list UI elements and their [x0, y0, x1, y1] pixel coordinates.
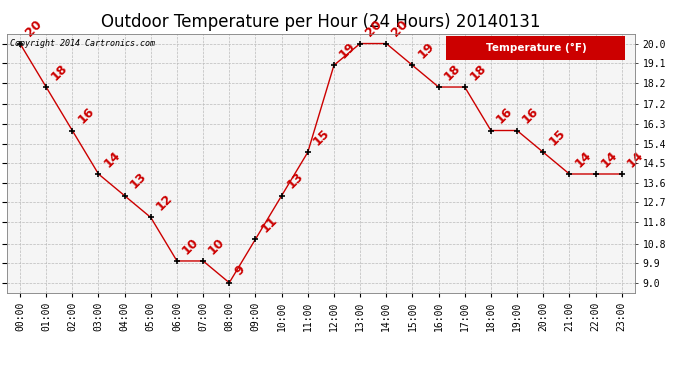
- Text: 19: 19: [415, 40, 437, 61]
- Text: 14: 14: [598, 148, 620, 170]
- Text: 12: 12: [154, 192, 175, 213]
- Text: 16: 16: [493, 105, 515, 126]
- Text: 20: 20: [363, 18, 384, 39]
- Text: 13: 13: [128, 170, 149, 192]
- Text: 14: 14: [624, 148, 646, 170]
- Text: 20: 20: [389, 18, 411, 39]
- Text: 11: 11: [258, 213, 279, 235]
- Text: Temperature (°F): Temperature (°F): [486, 43, 586, 53]
- Text: 15: 15: [310, 126, 332, 148]
- Text: 19: 19: [337, 40, 358, 61]
- Text: 13: 13: [284, 170, 306, 192]
- Text: 10: 10: [206, 235, 228, 257]
- Text: 10: 10: [179, 235, 201, 257]
- Text: Copyright 2014 Cartronics.com: Copyright 2014 Cartronics.com: [10, 39, 155, 48]
- Text: 16: 16: [520, 105, 542, 126]
- Text: 20: 20: [23, 18, 44, 39]
- Text: 14: 14: [572, 148, 593, 170]
- Text: 14: 14: [101, 148, 123, 170]
- Title: Outdoor Temperature per Hour (24 Hours) 20140131: Outdoor Temperature per Hour (24 Hours) …: [101, 13, 540, 31]
- Text: 15: 15: [546, 126, 568, 148]
- FancyBboxPatch shape: [446, 36, 625, 60]
- Text: 18: 18: [442, 62, 463, 83]
- Text: 18: 18: [49, 62, 70, 83]
- Text: 18: 18: [468, 62, 489, 83]
- Text: 9: 9: [232, 263, 247, 279]
- Text: 16: 16: [75, 105, 97, 126]
